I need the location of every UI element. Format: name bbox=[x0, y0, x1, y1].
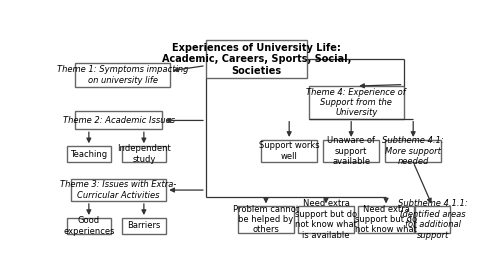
Text: Subtheme 4.1.1:
Identified areas
for additional
support: Subtheme 4.1.1: Identified areas for add… bbox=[398, 199, 468, 240]
FancyBboxPatch shape bbox=[358, 206, 414, 233]
Text: Teaching: Teaching bbox=[70, 150, 108, 159]
FancyBboxPatch shape bbox=[75, 112, 162, 129]
FancyBboxPatch shape bbox=[71, 179, 166, 201]
FancyBboxPatch shape bbox=[385, 140, 442, 162]
FancyBboxPatch shape bbox=[122, 146, 166, 162]
FancyBboxPatch shape bbox=[206, 40, 306, 78]
Text: Barriers: Barriers bbox=[127, 221, 160, 230]
Text: Need extra
support but do
not know what: Need extra support but do not know what bbox=[355, 205, 417, 235]
Text: Independent
study: Independent study bbox=[117, 144, 171, 164]
Text: Problem cannot
be helped by
others: Problem cannot be helped by others bbox=[233, 205, 299, 235]
FancyBboxPatch shape bbox=[238, 206, 294, 233]
FancyBboxPatch shape bbox=[298, 206, 354, 233]
Text: Subtheme 4.1:
More support
needed: Subtheme 4.1: More support needed bbox=[382, 136, 444, 166]
Text: Good
experiences: Good experiences bbox=[63, 216, 114, 236]
FancyBboxPatch shape bbox=[66, 146, 111, 162]
Text: Theme 3: Issues with Extra-
Curricular Activities: Theme 3: Issues with Extra- Curricular A… bbox=[60, 180, 177, 200]
Text: Theme 1: Symptoms impacting
on university life: Theme 1: Symptoms impacting on universit… bbox=[57, 65, 188, 85]
FancyBboxPatch shape bbox=[309, 86, 404, 119]
FancyBboxPatch shape bbox=[122, 218, 166, 234]
FancyBboxPatch shape bbox=[75, 63, 170, 87]
Text: Theme 2: Academic Issues: Theme 2: Academic Issues bbox=[62, 116, 174, 125]
Text: Need extra
support but do
not know what
is available: Need extra support but do not know what … bbox=[295, 199, 357, 240]
FancyBboxPatch shape bbox=[415, 206, 450, 233]
Text: Theme 4: Experience of
Support from the
University: Theme 4: Experience of Support from the … bbox=[306, 88, 406, 117]
FancyBboxPatch shape bbox=[323, 140, 380, 162]
Text: Unaware of
support
available: Unaware of support available bbox=[327, 136, 375, 166]
FancyBboxPatch shape bbox=[261, 140, 318, 162]
FancyBboxPatch shape bbox=[66, 218, 111, 234]
Text: Support works
well: Support works well bbox=[259, 141, 320, 161]
Text: Experiences of University Life:
Academic, Careers, Sports, Social,
Societies: Experiences of University Life: Academic… bbox=[162, 43, 351, 76]
